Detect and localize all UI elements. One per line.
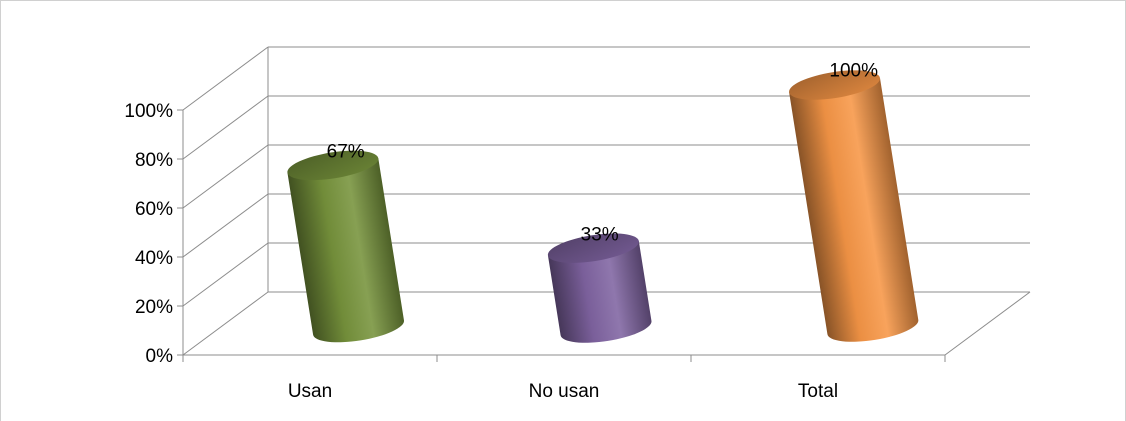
gridline-diagonal [182, 193, 269, 258]
gridline-diagonal [182, 46, 269, 111]
bar-no-usan [547, 233, 652, 343]
bar-total [789, 70, 919, 342]
x-tick-label: Total [798, 381, 838, 402]
y-tick-label: 0% [146, 346, 174, 367]
x-tick-label: No usan [529, 381, 600, 402]
y-tick-label: 40% [135, 248, 173, 269]
gridline-diagonal [182, 291, 269, 356]
gridline-diagonal [182, 144, 269, 209]
bars [287, 70, 919, 343]
grid [182, 46, 1031, 356]
data-labels: 67% 33% 100% [327, 61, 878, 246]
bar-body [287, 158, 404, 343]
x-tick-label: Usan [288, 381, 332, 402]
data-label: 100% [829, 61, 878, 82]
bar-body [789, 77, 919, 342]
bar-body [547, 240, 652, 343]
x-tick-labels: Usan No usan Total [288, 381, 838, 402]
gridline-diagonal [182, 95, 269, 160]
y-tick-label: 80% [135, 150, 173, 171]
gridline-diagonal [182, 242, 269, 307]
floor-edge [944, 291, 1031, 356]
data-label: 33% [581, 225, 619, 246]
bar-top [287, 150, 379, 181]
y-tick-label: 100% [124, 101, 173, 122]
y-tick-labels: 0% 20% 40% 60% 80% 100% [124, 101, 173, 367]
y-tick-label: 20% [135, 297, 173, 318]
bar-top [789, 70, 881, 100]
bar-usan [287, 150, 404, 343]
data-label: 67% [327, 141, 365, 162]
y-tick-label: 60% [135, 199, 173, 220]
bar-top [547, 233, 639, 263]
axes [177, 109, 946, 362]
